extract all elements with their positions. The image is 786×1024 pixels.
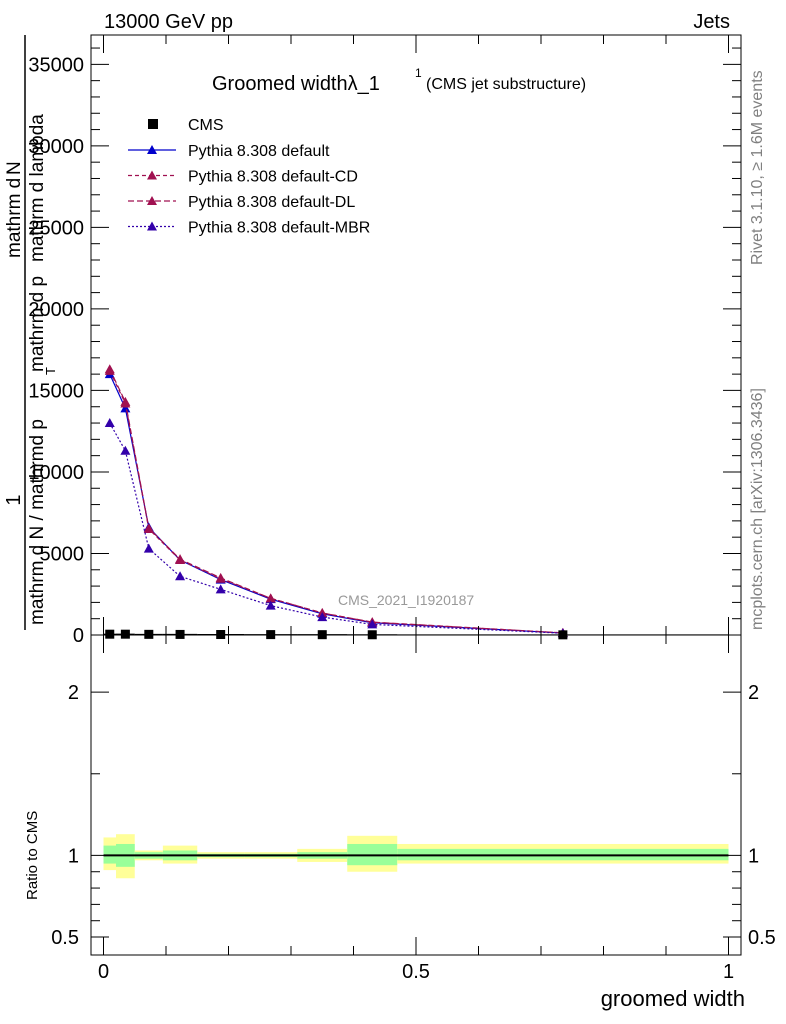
y-tick-label: 15000	[28, 380, 84, 402]
y-tick-label: 25000	[28, 217, 84, 239]
legend-series-label-2: Pythia 8.308 default-DL	[188, 194, 355, 211]
y-tick-label: 20000	[28, 299, 84, 321]
y-tick-label: 10000	[28, 462, 84, 484]
series-line-3	[109, 422, 563, 634]
ylabel-pt-subscript: T	[43, 367, 58, 375]
series-point-3	[265, 600, 276, 610]
series-point-0	[120, 403, 131, 413]
legend-cms-label: CMS	[188, 117, 224, 134]
ratio-tick-label-right: 2	[748, 682, 759, 704]
series-point-2	[215, 572, 226, 582]
series-point-3	[143, 543, 154, 553]
legend-series-marker-0	[147, 145, 157, 154]
series-line-1	[109, 370, 563, 634]
y-tick-label: 5000	[40, 543, 85, 565]
ylabel-denominator: mathrm d N / mathrmd p	[27, 419, 48, 625]
series-point-2	[175, 554, 186, 564]
legend-series-label-1: Pythia 8.308 default-CD	[188, 169, 358, 186]
ylabel-dlambda: mathrm d lambda	[27, 114, 48, 262]
series-point-2	[143, 523, 154, 533]
series-point-2	[104, 364, 115, 374]
ratio-tick-label: 0.5	[51, 927, 79, 949]
ylabel-dp: mathrm d p	[27, 276, 48, 372]
legend-series-label-0: Pythia 8.308 default	[188, 143, 330, 160]
series-point-2	[265, 593, 276, 603]
x-axis-label: groomed width	[601, 986, 745, 1011]
ratio-tick-label: 1	[68, 845, 79, 867]
series-line-2	[109, 368, 563, 634]
ratio-y-label: Ratio to CMS	[24, 811, 41, 900]
header-jets: Jets	[693, 11, 730, 33]
ratio-tick-label: 2	[68, 682, 79, 704]
ratio-tick-label-right: 0.5	[748, 927, 776, 949]
series-point-3	[367, 619, 378, 629]
ratio-tick-label-right: 1	[748, 845, 759, 867]
chart-title-sup: 1	[415, 66, 422, 80]
ratio-plot-frame	[90, 634, 742, 956]
ylabel-one: 1	[3, 494, 25, 505]
legend-series-marker-3	[147, 221, 157, 231]
analysis-watermark: CMS_2021_I1920187	[338, 592, 474, 608]
header-energy: 13000 GeV pp	[104, 11, 233, 33]
chart-title-sub: (CMS jet substructure)	[426, 76, 586, 93]
ratio-plot-content	[103, 834, 729, 879]
ylabel-numer-n: N	[4, 161, 25, 175]
x-tick-label: 0.5	[402, 961, 430, 983]
chart-title-main: Groomed widthλ_1	[212, 73, 380, 95]
y-axis-label: 1 mathrm d N / mathrmd p T mathrm d p ma…	[3, 35, 58, 630]
series-point-3	[104, 418, 115, 428]
ylabel-numer-d: mathrm d	[4, 178, 25, 258]
legend: CMS Pythia 8.308 default Pythia 8.308 def…	[128, 117, 370, 237]
series-line-0	[109, 373, 563, 634]
chart-title: Groomed widthλ_1	[212, 73, 380, 95]
rivet-label: Rivet 3.1.10, ≥ 1.6M events	[749, 70, 766, 265]
series-point-2	[120, 396, 131, 406]
y-tick-label: 30000	[28, 136, 84, 158]
y-tick-label: 35000	[28, 54, 84, 76]
series-point-3	[317, 612, 328, 622]
y-tick-label: 0	[73, 625, 84, 647]
legend-series-label-3: Pythia 8.308 default-MBR	[188, 220, 370, 237]
series-point-3	[175, 571, 186, 581]
legend-series-marker-2	[147, 196, 157, 205]
series-point-3	[215, 584, 226, 594]
x-tick-label: 1	[723, 961, 734, 983]
mcplots-label: mcplots.cern.ch [arXiv:1306.3436]	[749, 388, 766, 630]
x-tick-label: 0	[98, 961, 109, 983]
series-point-3	[120, 445, 131, 455]
legend-series-marker-1	[147, 170, 157, 180]
legend-cms-marker	[148, 119, 158, 129]
